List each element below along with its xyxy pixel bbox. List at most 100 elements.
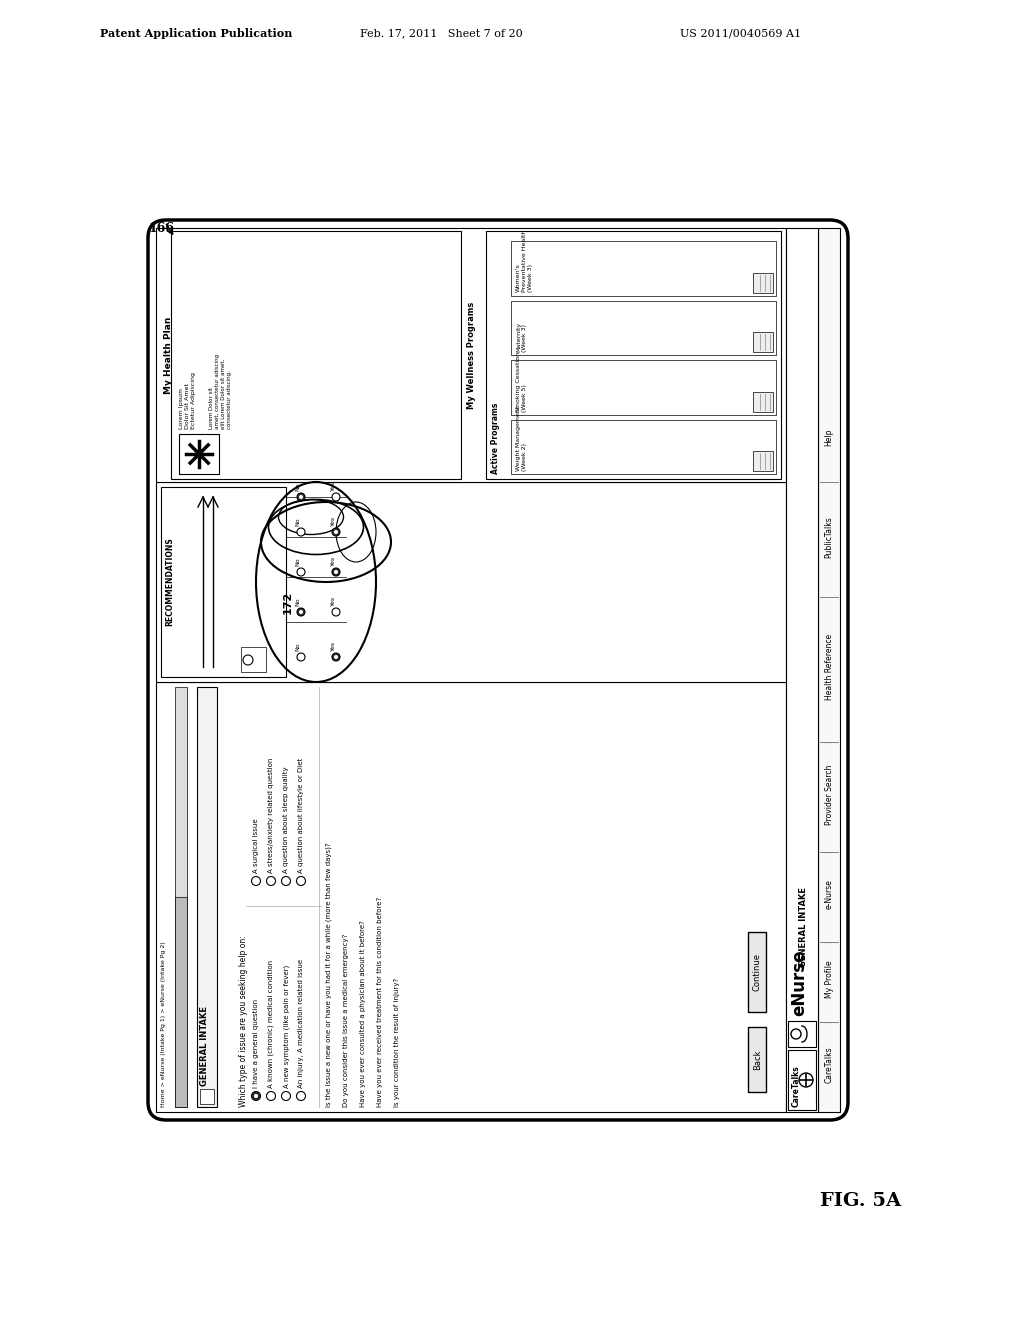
Circle shape [299,495,303,499]
Text: No: No [296,557,300,566]
Text: A stress/anxiety related question: A stress/anxiety related question [268,758,274,873]
Text: Lorem Ipsum
Dolor Sit Amet
Ectetur Adipiscing: Lorem Ipsum Dolor Sit Amet Ectetur Adipi… [179,372,196,429]
Polygon shape [197,686,217,1107]
Text: FIG. 5A: FIG. 5A [820,1192,901,1210]
Polygon shape [788,1020,816,1047]
Circle shape [332,653,340,661]
Polygon shape [511,420,776,474]
Circle shape [299,610,303,614]
Circle shape [332,528,340,536]
FancyBboxPatch shape [148,220,848,1119]
Text: Health Reference: Health Reference [824,634,834,700]
Polygon shape [788,1049,816,1110]
Polygon shape [511,301,776,355]
Circle shape [791,1030,801,1039]
Text: |: | [825,851,833,853]
Text: No: No [296,517,300,525]
Text: Is the issue a new one or have you had it for a while (more than few days)?: Is the issue a new one or have you had i… [326,842,333,1107]
Text: |: | [825,1020,833,1023]
Text: Help: Help [824,428,834,446]
Text: No: No [296,643,300,651]
Circle shape [799,1073,813,1086]
Text: My Health Plan: My Health Plan [164,317,173,393]
Text: Continue: Continue [753,953,762,991]
Circle shape [297,1092,305,1101]
Polygon shape [753,451,773,471]
Text: Lorem Dolor sit
amet, consectetur adiscing
elit Lorem Dolor sit amet,
consectetu: Lorem Dolor sit amet, consectetur adisci… [209,354,231,429]
Text: I have a general question: I have a general question [253,999,259,1088]
Circle shape [252,1092,260,1101]
Circle shape [266,876,275,886]
Text: A surgical issue: A surgical issue [253,818,259,873]
Text: US 2011/0040569 A1: US 2011/0040569 A1 [680,28,801,38]
Polygon shape [486,231,781,479]
Circle shape [332,609,340,616]
Text: Active Programs: Active Programs [490,403,500,474]
Text: Weight Management
(Week 2): Weight Management (Week 2) [516,405,526,471]
Text: A question about lifestyle or Diet: A question about lifestyle or Diet [298,758,304,873]
Text: eNurse: eNurse [790,949,808,1016]
Polygon shape [753,333,773,352]
Text: An injury, A medication related issue: An injury, A medication related issue [298,958,304,1088]
Text: 166: 166 [148,222,174,235]
Text: CareTalks: CareTalks [824,1047,834,1082]
Polygon shape [161,487,286,677]
Text: Home > eNurse (Intake Pg 1) > eNurse (Intake Pg 2): Home > eNurse (Intake Pg 1) > eNurse (In… [161,941,166,1107]
Polygon shape [748,1027,766,1092]
Text: Which type of issue are you seeking help on:: Which type of issue are you seeking help… [239,936,248,1107]
Text: Yes: Yes [331,480,336,491]
Text: Back: Back [753,1049,762,1071]
Polygon shape [156,482,786,682]
Text: PublicTalks: PublicTalks [824,516,834,558]
Polygon shape [156,682,786,1111]
Circle shape [254,1094,258,1098]
Circle shape [282,876,291,886]
Text: Have you ever received treatment for this condition before?: Have you ever received treatment for thi… [377,896,383,1107]
Text: Yes: Yes [331,595,336,606]
Circle shape [334,531,338,535]
Text: Provider Search: Provider Search [824,764,834,825]
Text: Yes: Yes [331,642,336,651]
Text: No: No [296,482,300,491]
Text: Do you consider this issue a medical emergency?: Do you consider this issue a medical eme… [343,933,349,1107]
Text: e-Nurse: e-Nurse [824,879,834,909]
Text: |: | [825,941,833,944]
Text: Feb. 17, 2011   Sheet 7 of 20: Feb. 17, 2011 Sheet 7 of 20 [360,28,522,38]
Circle shape [334,570,338,574]
Polygon shape [175,898,187,1107]
Circle shape [297,609,305,616]
Circle shape [297,653,305,661]
Polygon shape [175,686,187,1107]
Circle shape [266,1092,275,1101]
Polygon shape [241,647,266,672]
Polygon shape [786,228,818,1111]
Polygon shape [753,392,773,412]
Polygon shape [753,272,773,293]
Circle shape [282,1092,291,1101]
Circle shape [243,655,253,665]
Text: 172: 172 [283,590,293,614]
Text: A known (chronic) medical condition: A known (chronic) medical condition [268,960,274,1088]
Text: Women's
Preventative Health
(Week 3): Women's Preventative Health (Week 3) [516,230,532,293]
Text: No: No [296,598,300,606]
Polygon shape [818,228,840,1111]
Circle shape [297,568,305,576]
Text: GENERAL INTAKE: GENERAL INTAKE [799,887,808,968]
Text: Patent Application Publication: Patent Application Publication [100,28,293,40]
Circle shape [332,568,340,576]
Text: Maternity
(Week 3): Maternity (Week 3) [516,322,526,352]
Text: Yes: Yes [331,556,336,566]
Polygon shape [511,242,776,296]
Circle shape [252,876,260,886]
Circle shape [297,492,305,502]
Polygon shape [511,360,776,414]
Polygon shape [200,1089,214,1104]
Text: A new symptom (like pain or fever): A new symptom (like pain or fever) [283,965,290,1088]
Polygon shape [179,434,219,474]
Text: |: | [825,741,833,743]
Polygon shape [156,228,786,482]
Circle shape [297,876,305,886]
Circle shape [334,655,338,659]
Text: Smoking Cessation
(Week 5): Smoking Cessation (Week 5) [516,351,526,412]
Text: A question about sleep quality: A question about sleep quality [283,767,289,873]
